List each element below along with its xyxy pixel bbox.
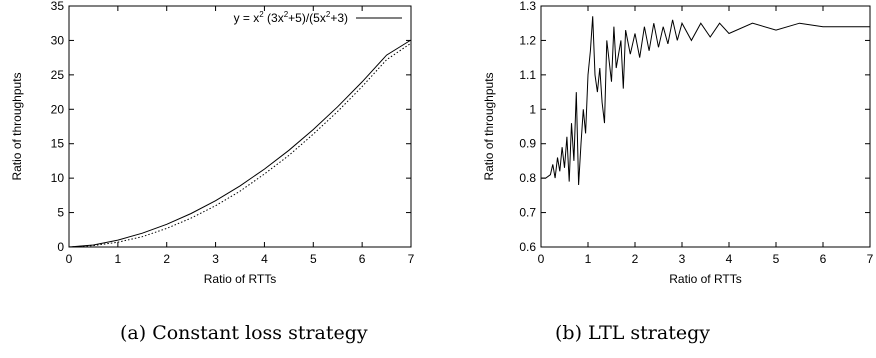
y-tick-label: 0.7 xyxy=(519,206,536,220)
y-axis-ticks: 0.6 0.7 0.8 0.9 1 1.1 1.2 1.3 xyxy=(519,0,870,254)
y-tick-label: 10 xyxy=(51,171,65,185)
y-tick-label: 20 xyxy=(51,102,65,116)
y-tick-label: 5 xyxy=(57,206,64,220)
x-tick-label: 3 xyxy=(679,252,686,266)
y-tick-label: 30 xyxy=(51,33,65,47)
x-tick-label: 5 xyxy=(310,252,317,266)
x-tick-label: 0 xyxy=(538,252,545,266)
x-axis-label: Ratio of RTTs xyxy=(669,272,741,286)
y-tick-label: 1.3 xyxy=(519,0,536,13)
axes-frame xyxy=(540,5,871,248)
chart-ltl: 0 1 2 3 4 5 6 7 0.6 0.7 0.8 0.9 1 1.1 1.2 1.3 Ratio of… xyxy=(482,0,874,286)
x-axis-label: Ratio of RTTs xyxy=(204,272,276,286)
x-tick-label: 6 xyxy=(820,252,827,266)
y-axis-label: Ratio of throughputs xyxy=(10,72,24,180)
y-tick-label: 1 xyxy=(529,102,536,116)
legend: y = x2 (3x2+5)/(5x2+3) xyxy=(234,10,402,25)
x-axis-ticks: 0 1 2 3 4 5 6 7 xyxy=(66,6,415,266)
chart-constant-loss: 0 1 2 3 4 5 6 7 0 5 10 15 20 25 30 35 y = x2 (3x2+5)/(… xyxy=(10,0,415,286)
x-tick-label: 2 xyxy=(632,252,639,266)
y-tick-label: 0.8 xyxy=(519,171,536,185)
x-tick-label: 1 xyxy=(115,252,122,266)
x-tick-label: 0 xyxy=(66,252,73,266)
x-tick-label: 7 xyxy=(867,252,874,266)
x-tick-label: 5 xyxy=(773,252,780,266)
x-axis-ticks: 0 1 2 3 4 5 6 7 xyxy=(538,6,874,266)
series-group xyxy=(68,39,412,248)
y-tick-label: 25 xyxy=(51,68,65,82)
series-line-solid xyxy=(541,16,870,186)
y-axis-label: Ratio of throughputs xyxy=(482,72,496,180)
plot-frame xyxy=(540,5,871,248)
x-tick-label: 3 xyxy=(212,252,219,266)
legend-label: y = x2 (3x2+5)/(5x2+3) xyxy=(234,10,348,25)
series-group xyxy=(541,16,870,186)
y-tick-label: 1.1 xyxy=(519,68,536,82)
caption-ltl: (b) LTL strategy xyxy=(555,322,710,344)
y-tick-label: 0.9 xyxy=(519,137,536,151)
axes-frame xyxy=(68,5,412,248)
y-tick-label: 1.2 xyxy=(519,33,536,47)
x-tick-label: 2 xyxy=(163,252,170,266)
x-tick-label: 1 xyxy=(585,252,592,266)
series-line-solid xyxy=(68,39,412,248)
y-tick-label: 35 xyxy=(51,0,65,13)
y-axis-ticks: 0 5 10 15 20 25 30 35 xyxy=(51,0,411,254)
x-tick-label: 6 xyxy=(359,252,366,266)
x-tick-label: 4 xyxy=(261,252,268,266)
caption-constant-loss: (a) Constant loss strategy xyxy=(120,322,368,344)
y-tick-label: 0.6 xyxy=(519,240,536,254)
y-tick-label: 15 xyxy=(51,137,65,151)
x-tick-label: 4 xyxy=(726,252,733,266)
y-tick-label: 0 xyxy=(57,240,64,254)
series-line-dotted xyxy=(68,42,412,248)
plot-frame xyxy=(68,5,412,248)
x-tick-label: 7 xyxy=(408,252,415,266)
